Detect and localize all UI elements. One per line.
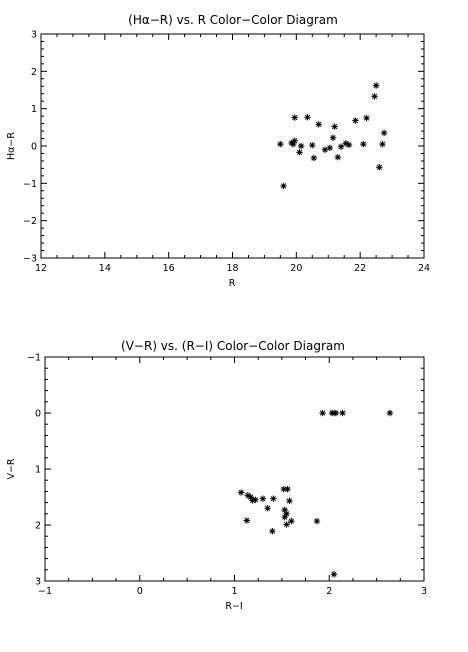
y-tick-label: 0 <box>35 409 41 420</box>
y-tick-label: 2 <box>35 521 41 532</box>
scatter-point <box>339 409 346 417</box>
scatter-point <box>337 143 345 150</box>
x-tick-label: −1 <box>38 586 52 597</box>
data-points <box>277 82 388 190</box>
scatter-point <box>252 496 259 503</box>
scatter-point <box>352 117 359 124</box>
scatter-point <box>372 82 380 89</box>
scatter-point <box>360 140 367 148</box>
scatter-point <box>243 517 251 524</box>
scatter-point <box>309 142 316 149</box>
scatter-point <box>259 495 267 502</box>
scatter-point <box>310 154 318 162</box>
x-tick-label: 2 <box>326 586 332 597</box>
x-tick-label: 20 <box>290 263 302 274</box>
scatter-point <box>332 409 340 417</box>
scatter-point <box>286 497 293 505</box>
scatter-point <box>264 505 271 512</box>
y-tick-label: 1 <box>35 465 41 476</box>
x-tick-label: 22 <box>354 263 366 274</box>
plot-frame <box>40 33 425 259</box>
y-axis-label: Hα−R <box>6 132 17 160</box>
scatter-point <box>280 182 287 190</box>
scatter-point <box>331 123 338 130</box>
chart-title: (Hα−R) vs. R Color−Color Diagram <box>128 13 338 27</box>
x-tick-label: 18 <box>226 263 238 274</box>
scatter-point <box>319 409 326 417</box>
y-tick-label: −1 <box>27 353 41 364</box>
scatter-point <box>321 146 329 153</box>
x-tick-label: 24 <box>418 263 430 274</box>
scatter-point <box>291 137 298 144</box>
y-tick-label: −1 <box>23 179 37 190</box>
scatter-point <box>284 485 291 493</box>
scatter-point <box>288 517 295 525</box>
y-axis-label: V−R <box>6 458 17 479</box>
scatter-point <box>304 114 311 121</box>
scatter-point <box>270 495 277 502</box>
y-tick-label: 1 <box>31 104 37 115</box>
chart-vr-vs-ri: (V−R) vs. (R−I) Color−Color Diagram −1 0 1… <box>6 339 427 612</box>
x-axis-label: R−I <box>225 601 242 612</box>
y-tick-label: 3 <box>35 577 41 588</box>
y-tick-label: 0 <box>31 142 37 153</box>
x-tick-label: 1 <box>231 586 237 597</box>
y-tick-label: −3 <box>23 254 37 265</box>
scatter-point <box>330 571 338 578</box>
x-tick-label: 14 <box>99 263 111 274</box>
chart-title: (V−R) vs. (R−I) Color−Color Diagram <box>121 339 345 353</box>
scatter-point <box>334 154 342 161</box>
scatter-point <box>297 142 305 150</box>
y-tick-label: −2 <box>23 216 37 227</box>
data-points <box>237 409 394 578</box>
scatter-point <box>363 114 370 122</box>
scatter-point <box>386 409 394 417</box>
chart-halpha-vs-r: (Hα−R) vs. R Color−Color Diagram 12 14 16 1… <box>6 13 430 289</box>
scatter-point <box>283 521 290 528</box>
scatter-point <box>371 93 378 100</box>
scatter-point <box>326 144 334 152</box>
scatter-point <box>379 140 386 148</box>
scatter-point <box>313 517 321 525</box>
scatter-point <box>277 140 284 148</box>
scatter-point <box>315 121 322 128</box>
scatter-point <box>376 164 383 171</box>
scatter-point <box>237 489 245 496</box>
x-tick-label: 3 <box>421 586 427 597</box>
x-tick-label: 16 <box>163 263 175 274</box>
y-tick-label: 2 <box>31 67 37 78</box>
scatter-point <box>291 114 298 121</box>
scatter-point <box>296 149 303 156</box>
x-tick-label: 0 <box>137 586 143 597</box>
scatter-point <box>345 141 353 149</box>
plot-frame <box>44 356 425 582</box>
scatter-point <box>329 134 337 141</box>
x-axis-label: R <box>229 278 236 289</box>
x-tick-label: 12 <box>35 263 47 274</box>
y-tick-label: 3 <box>31 30 37 41</box>
scatter-point <box>269 527 276 535</box>
scatter-point <box>380 129 388 137</box>
scatter-point <box>281 513 288 521</box>
